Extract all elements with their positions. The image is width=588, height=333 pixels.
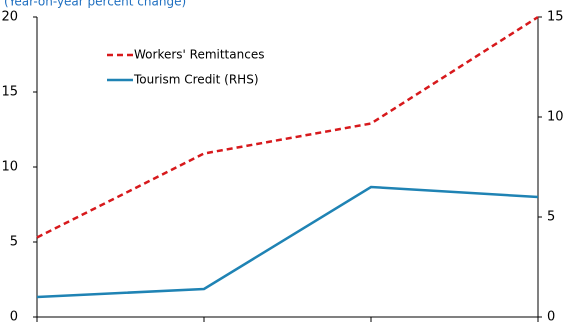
y2-tick-label: 15 [547, 10, 564, 25]
series-line [36, 15, 539, 239]
legend-label: Workers' Remittances [134, 48, 264, 62]
y-tick-label: 15 [1, 85, 18, 100]
y2-tick-label: 0 [547, 310, 555, 325]
y-tick-label: 5 [10, 235, 18, 250]
legend-label: Tourism Credit (RHS) [133, 73, 259, 87]
series-line [36, 185, 539, 299]
y-tick-label: 10 [1, 160, 18, 175]
y2-tick-label: 10 [547, 110, 564, 125]
y2-tick-label: 5 [547, 210, 555, 225]
y-tick-label: 0 [10, 310, 18, 325]
chart-subtitle: (Year-on-year percent change) [4, 0, 186, 9]
y-tick-label: 20 [1, 10, 18, 25]
